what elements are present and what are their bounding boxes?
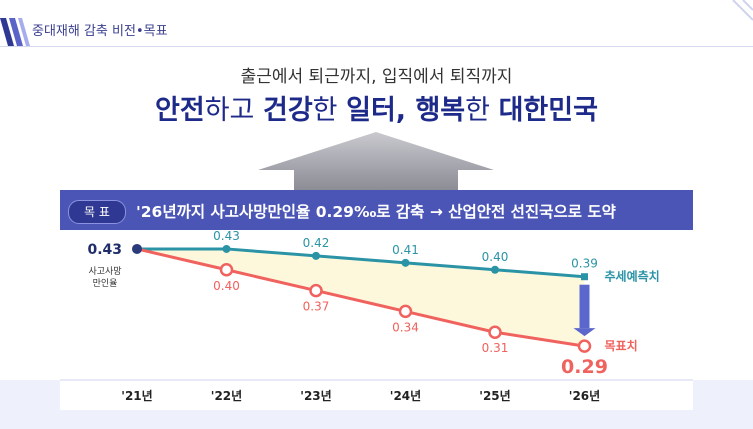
data-point-trend	[491, 265, 499, 274]
data-label-trend: 0.39	[571, 257, 598, 271]
y-axis-label: 사고사망	[88, 266, 121, 277]
vision-title: 안전하고 건강한 일터, 행복한 대한민국	[0, 88, 753, 127]
vision-part-5: 일터, 행복	[346, 95, 466, 126]
data-label-trend: 0.42	[303, 236, 330, 250]
x-tick-label: '21년	[121, 389, 152, 403]
x-tick-label: '23년	[300, 389, 331, 403]
data-label-trend: 0.41	[392, 243, 419, 257]
goal-banner	[60, 190, 693, 230]
goal-text: '26년까지 사고사망만인율 0.29‰로 감축 → 산업안전 선진국으로 도약	[136, 203, 616, 221]
y-axis-label: 만인율	[93, 278, 118, 289]
data-label-target: 0.40	[213, 279, 240, 293]
data-label-trend: 0.43	[213, 230, 240, 243]
data-label-target: 0.34	[392, 320, 419, 334]
x-tick-label: '22년	[211, 389, 242, 403]
vision-part-4: 한	[312, 95, 347, 126]
data-point-target	[219, 263, 234, 277]
series-line-target	[136, 247, 585, 348]
x-tick-label: '25년	[479, 389, 510, 403]
line-chart: '21년 '22년 '23년 '24년 '25년 '26년 0.43 0.42 0.41 0.40…	[60, 230, 693, 410]
legend-label-trend: 추세예측치	[605, 269, 660, 284]
up-arrow-icon	[258, 132, 494, 192]
series-line-trend	[137, 247, 585, 279]
data-label-trend: 0.40	[482, 250, 509, 264]
header-divider	[0, 46, 753, 47]
goal-badge: 목 표	[68, 200, 126, 224]
vision-part-7: 대한민국	[498, 95, 598, 126]
chart-panel: '21년 '22년 '23년 '24년 '25년 '26년 0.43 0.42 0.41 0.40…	[60, 230, 693, 410]
fill-between-area	[137, 248, 585, 347]
data-label-target: 0.31	[482, 341, 509, 355]
corner-decoration-icon	[732, 0, 753, 21]
data-point-trend	[312, 251, 320, 260]
data-point-trend	[581, 273, 588, 281]
gap-arrow-shaft	[579, 284, 590, 329]
x-axis-band	[60, 380, 693, 410]
header-bar: 중대재해 감축 비전•목표	[0, 0, 753, 46]
data-label-target: 0.29	[561, 356, 608, 378]
data-point-target	[398, 304, 413, 319]
page-title: 중대재해 감축 비전•목표	[32, 24, 168, 39]
gap-arrow-head	[573, 328, 596, 337]
x-tick-label: '26년	[569, 389, 600, 403]
vision-subtitle: 출근에서 퇴근까지, 입직에서 퇴직까지	[240, 67, 513, 87]
data-point-trend	[401, 258, 410, 267]
stripe-logo-icon	[0, 18, 30, 46]
x-tick-label: '24년	[390, 389, 421, 403]
vision-part-2: 하고	[204, 95, 263, 126]
data-point-target	[309, 283, 323, 298]
vision-part-3: 건강	[262, 95, 313, 126]
data-point-target	[577, 339, 592, 353]
data-point-target	[488, 325, 502, 339]
start-value-label: 0.43	[87, 242, 122, 258]
data-point-trend	[222, 244, 231, 253]
legend-label-target: 목표치	[605, 338, 638, 353]
vision-part-6: 한	[465, 95, 499, 126]
data-label-target: 0.37	[303, 300, 330, 314]
data-point-start	[132, 243, 142, 254]
vision-part-1: 안전	[155, 95, 205, 126]
